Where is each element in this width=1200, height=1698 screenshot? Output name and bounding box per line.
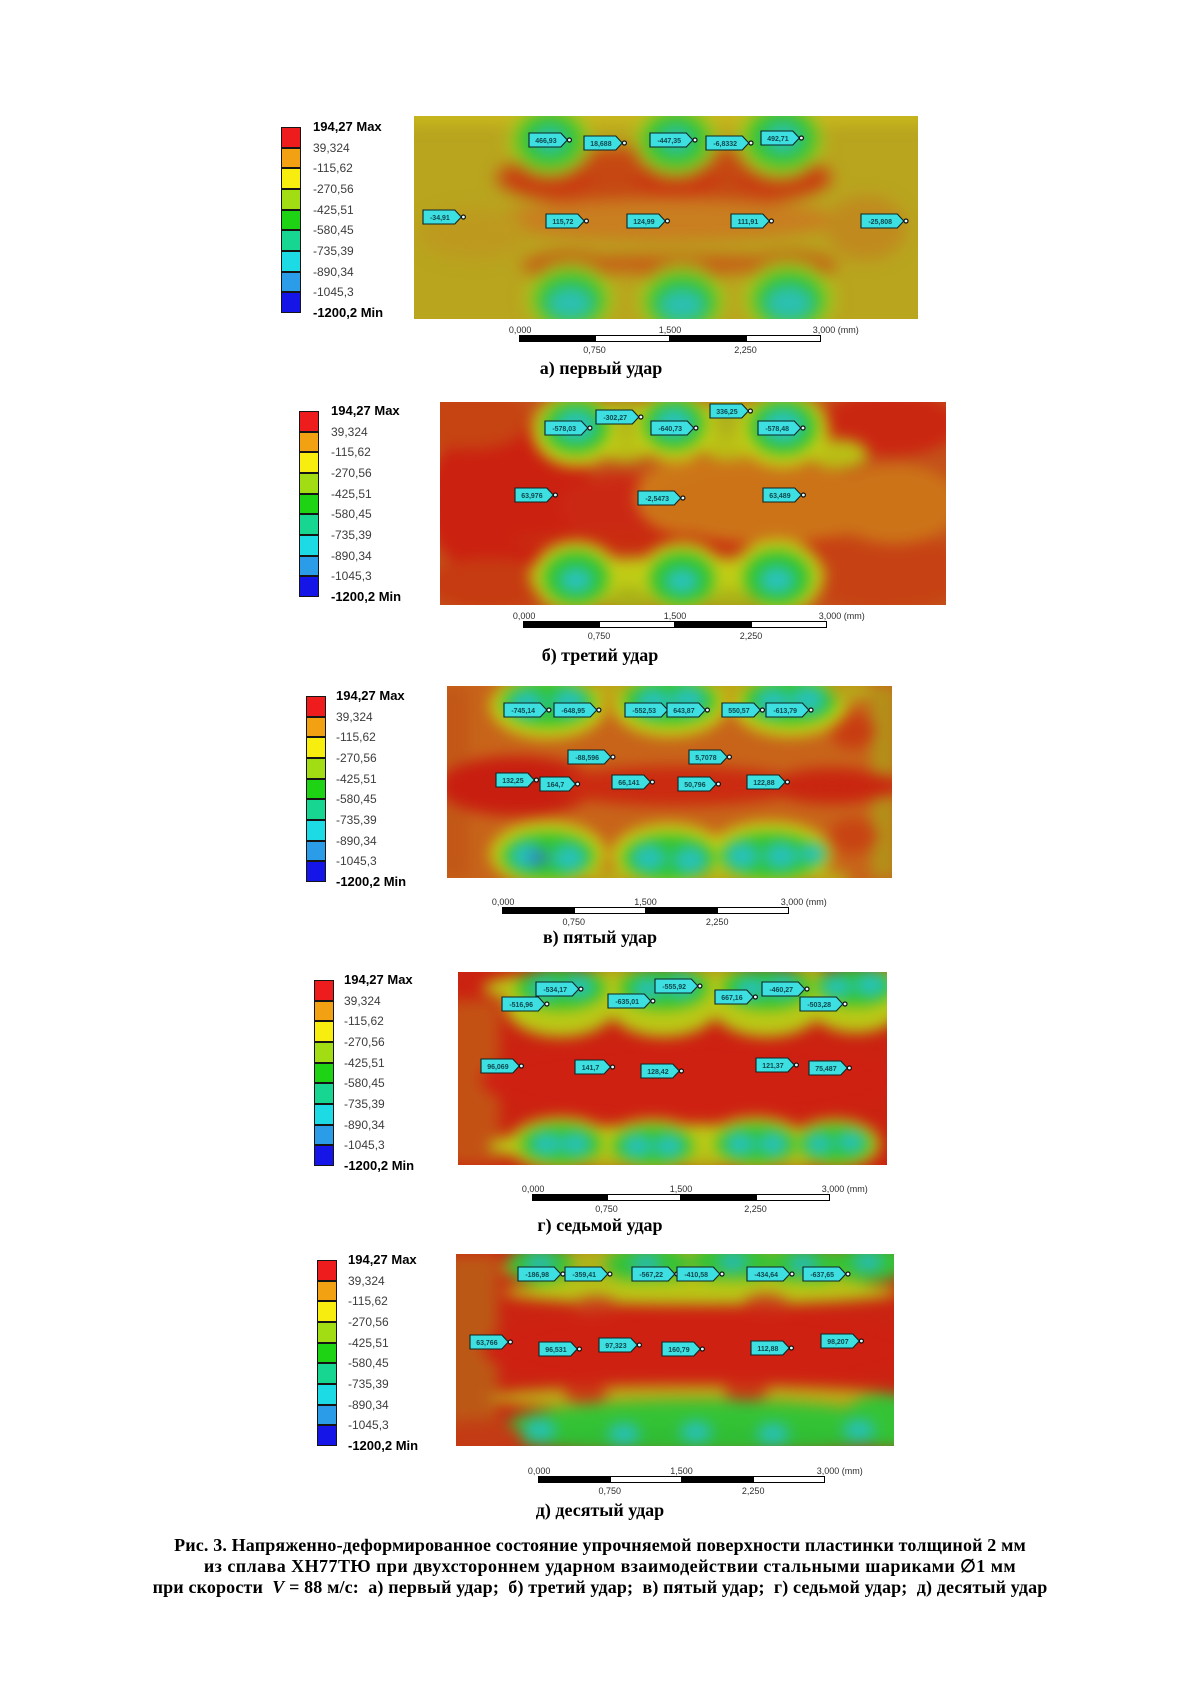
- svg-text:128,42: 128,42: [647, 1069, 669, 1076]
- svg-text:-745,14: -745,14: [511, 708, 535, 715]
- svg-text:-578,03: -578,03: [552, 426, 576, 433]
- svg-text:63,489: 63,489: [769, 493, 791, 500]
- svg-text:-534,17: -534,17: [543, 987, 567, 994]
- svg-text:96,069: 96,069: [487, 1064, 509, 1071]
- svg-text:-578,48: -578,48: [765, 426, 789, 433]
- svg-text:5,7078: 5,7078: [695, 755, 717, 762]
- svg-text:-447,35: -447,35: [657, 138, 681, 145]
- svg-text:-302,27: -302,27: [603, 415, 627, 422]
- svg-text:336,25: 336,25: [716, 409, 738, 416]
- svg-text:-613,79: -613,79: [773, 708, 797, 715]
- svg-text:75,487: 75,487: [815, 1066, 837, 1073]
- svg-text:-503,28: -503,28: [807, 1002, 831, 1009]
- svg-text:112,88: 112,88: [757, 1346, 778, 1353]
- svg-text:115,72: 115,72: [552, 219, 573, 226]
- svg-text:18,688: 18,688: [590, 141, 612, 148]
- svg-text:-552,53: -552,53: [632, 708, 656, 715]
- svg-text:-640,73: -640,73: [658, 426, 682, 433]
- svg-text:667,16: 667,16: [721, 995, 743, 1002]
- svg-text:98,207: 98,207: [827, 1339, 849, 1346]
- svg-text:-637,65: -637,65: [810, 1272, 834, 1279]
- svg-text:-359,41: -359,41: [572, 1272, 596, 1279]
- svg-text:111,91: 111,91: [738, 219, 759, 226]
- svg-text:164,7: 164,7: [547, 782, 565, 789]
- svg-text:122,88: 122,88: [753, 780, 775, 787]
- svg-text:-2,5473: -2,5473: [645, 496, 669, 503]
- svg-text:160,79: 160,79: [668, 1347, 690, 1354]
- svg-text:50,796: 50,796: [684, 782, 706, 789]
- svg-text:-567,22: -567,22: [639, 1272, 663, 1279]
- svg-text:492,71: 492,71: [767, 136, 789, 143]
- svg-text:-88,596: -88,596: [575, 755, 599, 762]
- svg-text:-555,92: -555,92: [662, 984, 686, 991]
- svg-text:96,531: 96,531: [545, 1347, 567, 1354]
- svg-text:466,93: 466,93: [535, 138, 557, 145]
- svg-text:550,57: 550,57: [728, 708, 750, 715]
- svg-text:63,766: 63,766: [476, 1340, 498, 1347]
- svg-text:-635,01: -635,01: [615, 999, 639, 1006]
- svg-text:121,37: 121,37: [762, 1063, 784, 1070]
- svg-text:-6,8332: -6,8332: [713, 141, 737, 148]
- svg-text:-434,64: -434,64: [754, 1272, 778, 1279]
- svg-text:643,87: 643,87: [673, 708, 695, 715]
- svg-text:-34,91: -34,91: [430, 215, 450, 222]
- svg-text:66,141: 66,141: [618, 780, 640, 787]
- svg-text:-186,98: -186,98: [525, 1272, 549, 1279]
- svg-text:-460,27: -460,27: [769, 987, 793, 994]
- svg-text:141,7: 141,7: [582, 1065, 600, 1072]
- svg-text:63,976: 63,976: [521, 493, 543, 500]
- svg-text:-410,58: -410,58: [684, 1272, 708, 1279]
- svg-text:97,323: 97,323: [605, 1343, 627, 1350]
- svg-text:-25,808: -25,808: [868, 219, 892, 226]
- svg-text:124,99: 124,99: [633, 219, 655, 226]
- svg-text:-516,96: -516,96: [509, 1002, 533, 1009]
- svg-text:-648,95: -648,95: [561, 708, 585, 715]
- svg-text:132,25: 132,25: [502, 778, 524, 785]
